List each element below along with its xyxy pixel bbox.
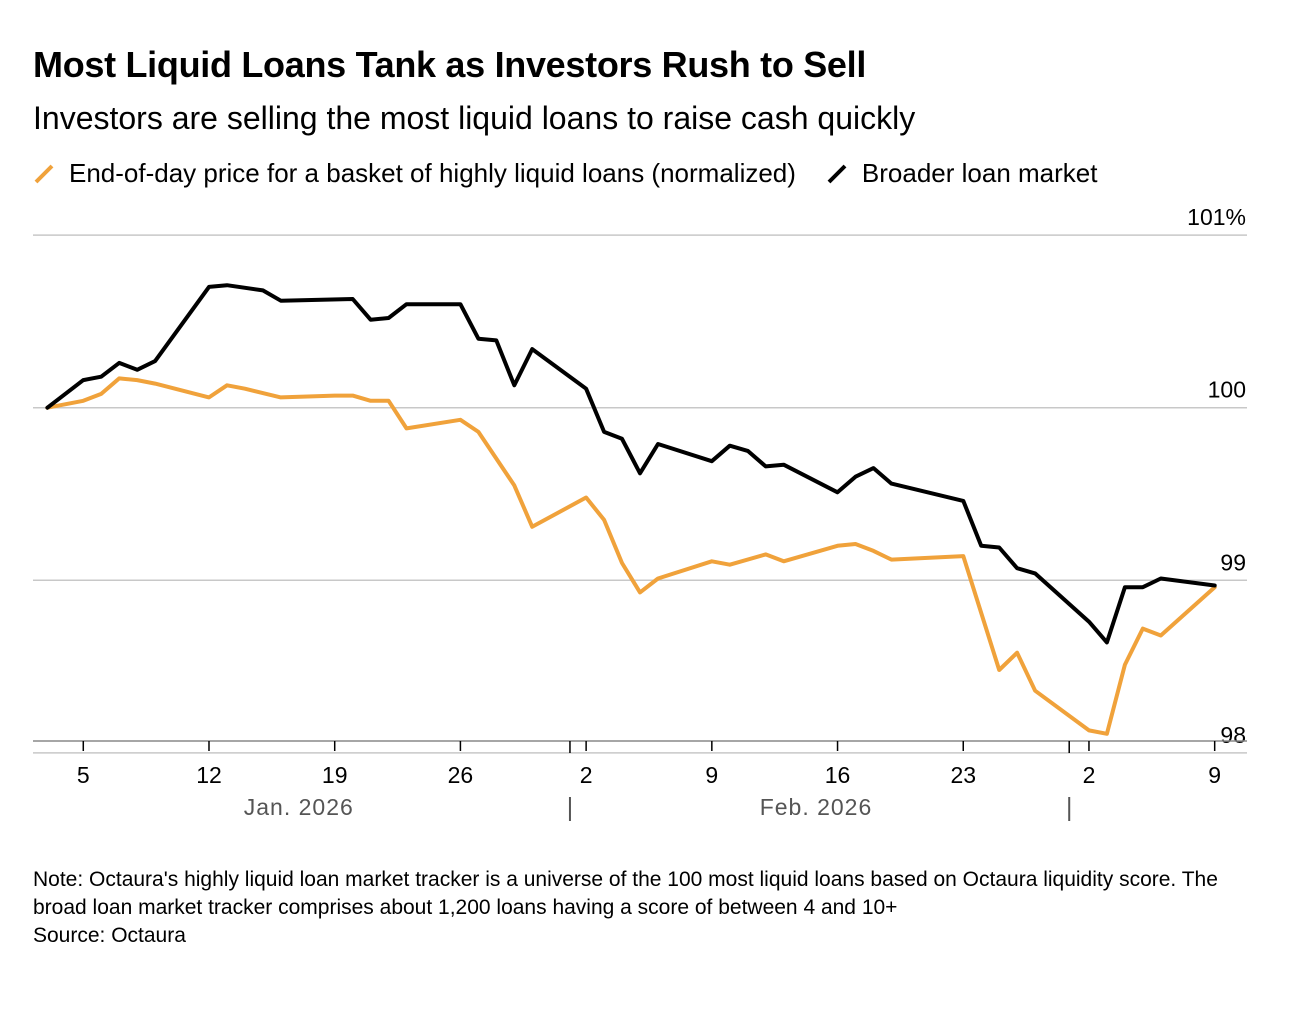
legend-label-liquid-loans: End-of-day price for a basket of highly … bbox=[69, 158, 796, 188]
y-tick-label: 101% bbox=[1187, 204, 1246, 230]
x-tick-label: 23 bbox=[950, 762, 976, 788]
footnotes: Note: Octaura's highly liquid loan marke… bbox=[33, 866, 1253, 950]
legend-swatch-black-icon bbox=[827, 164, 847, 183]
x-tick-label: 12 bbox=[196, 762, 222, 788]
x-tick-label: 16 bbox=[825, 762, 851, 788]
month-label: Jan. 2026 bbox=[244, 794, 354, 820]
x-tick-label: 2 bbox=[1083, 762, 1096, 788]
x-tick-label: 19 bbox=[322, 762, 348, 788]
x-tick-label: 2 bbox=[580, 762, 593, 788]
legend-swatch-orange-icon bbox=[34, 164, 54, 183]
line-chart: 101% 100 99 98 5 12 19 26 2 9 16 23 2 9 Jan. 2026 Feb. … bbox=[33, 204, 1247, 821]
x-tick-label: 9 bbox=[1208, 762, 1221, 788]
month-label: Feb. 2026 bbox=[760, 794, 873, 820]
chart-source: Source: Octaura bbox=[33, 924, 186, 947]
chart-note: Note: Octaura's highly liquid loan marke… bbox=[33, 868, 1218, 919]
x-tick-label: 5 bbox=[77, 762, 90, 788]
series-line-broader-market bbox=[45, 283, 1217, 645]
legend-item-liquid-loans: End-of-day price for a basket of highly … bbox=[33, 158, 796, 189]
chart-title: Most Liquid Loans Tank as Investors Rush… bbox=[33, 44, 867, 85]
legend-label-broader-market: Broader loan market bbox=[861, 158, 1098, 188]
legend-item-broader-market: Broader loan market bbox=[826, 158, 1098, 189]
chart-subtitle: Investors are selling the most liquid lo… bbox=[33, 100, 916, 136]
y-tick-label: 99 bbox=[1220, 549, 1246, 575]
x-tick-label: 26 bbox=[448, 762, 474, 788]
legend: End-of-day price for a basket of highly … bbox=[33, 158, 1127, 189]
series-line-liquid-loans bbox=[45, 376, 1217, 736]
y-tick-label: 100 bbox=[1208, 377, 1246, 403]
y-tick-label: 98 bbox=[1220, 722, 1246, 748]
x-tick-label: 9 bbox=[705, 762, 718, 788]
